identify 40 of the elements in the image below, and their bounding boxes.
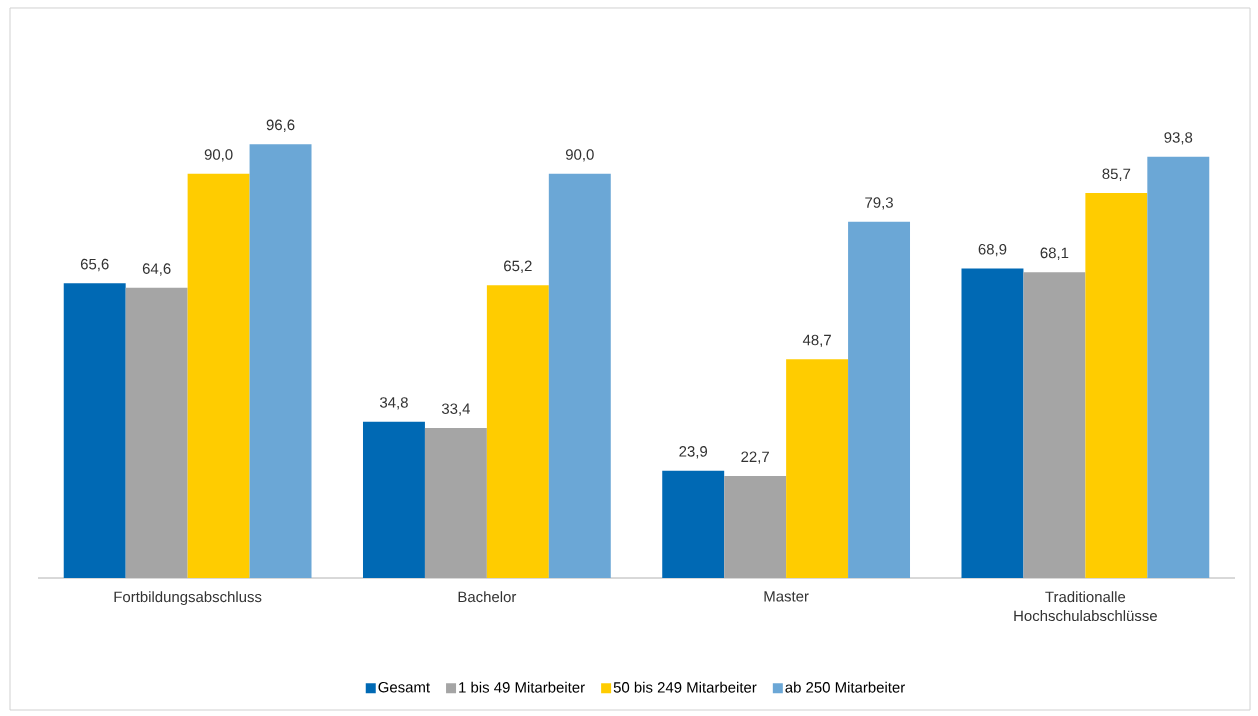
data-label: 68,1 (1040, 247, 1069, 260)
legend-label: 1 bis 49 Mitarbeiter (459, 681, 585, 693)
bar (187, 173, 250, 578)
legend-label: Gesamt (378, 681, 430, 693)
data-label: 48,7 (802, 334, 831, 348)
data-label: 34,8 (379, 397, 408, 410)
bar (548, 173, 611, 578)
bar (848, 221, 911, 578)
bar (724, 476, 787, 578)
bar (63, 283, 126, 578)
bar (424, 427, 487, 578)
data-label: 65,2 (504, 260, 532, 273)
data-label: 64,6 (142, 263, 171, 276)
bar (961, 268, 1024, 578)
bar (1147, 156, 1210, 578)
data-label: 23,9 (679, 446, 708, 459)
data-label: 22,7 (741, 451, 769, 464)
data-label: 33,4 (441, 403, 471, 416)
bar (786, 359, 849, 578)
data-label: 96,6 (266, 119, 295, 132)
data-label: 85,7 (1102, 168, 1131, 181)
bar (662, 470, 725, 578)
data-label: 93,8 (1164, 132, 1193, 145)
legend-label: 50 bis 249 Mitarbeiter (613, 681, 757, 693)
data-label: 68,9 (978, 243, 1007, 257)
x-tick-label: Traditionalle Hochschulabschlüsse (1014, 591, 1157, 622)
bar (1023, 272, 1086, 578)
data-label: 90,0 (204, 149, 233, 162)
bar (249, 144, 312, 578)
bar (362, 421, 425, 578)
x-tick-label: Bachelor (458, 591, 517, 603)
data-label: 65,6 (80, 258, 109, 272)
data-label: 79,3 (865, 197, 893, 210)
bar (486, 285, 549, 578)
x-tick-label: Fortbildungsabschluss (114, 591, 262, 606)
bar (125, 287, 188, 578)
x-tick-label: Master (764, 591, 809, 602)
bar (1085, 193, 1148, 578)
data-label: 90,0 (565, 149, 594, 162)
legend-label: ab 250 Mitarbeiter (785, 681, 905, 693)
